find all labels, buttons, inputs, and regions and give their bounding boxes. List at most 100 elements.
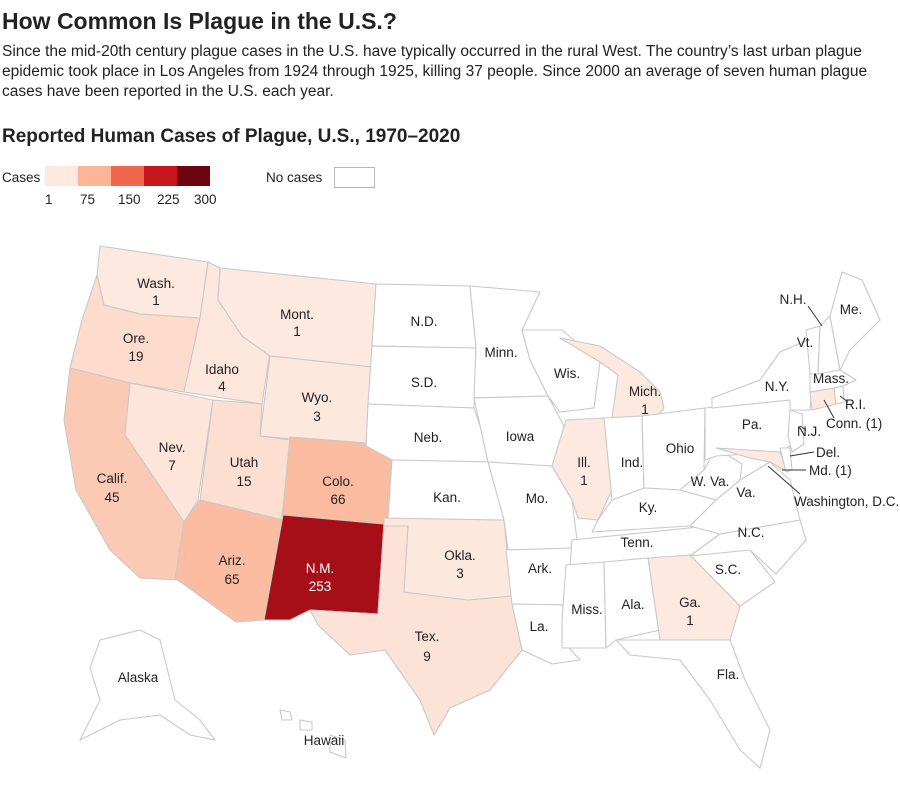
label-ia-name: Iowa bbox=[506, 429, 535, 444]
state-wv bbox=[679, 447, 743, 501]
label-md-name: Md. (1) bbox=[809, 463, 852, 478]
leader-de bbox=[789, 451, 815, 457]
state-ga bbox=[647, 554, 741, 641]
label-nd-name: N.D. bbox=[411, 314, 438, 329]
legend-swatch-1 bbox=[45, 166, 78, 186]
label-sd-name: S.D. bbox=[411, 375, 437, 390]
map-subtitle: Reported Human Cases of Plague, U.S., 19… bbox=[2, 126, 461, 147]
label-de-name: Del. bbox=[816, 445, 840, 460]
legend-cases-label: Cases bbox=[2, 170, 41, 185]
label-mo-name: Mo. bbox=[526, 491, 549, 506]
label-or-cases: 19 bbox=[128, 349, 143, 364]
label-ok-cases: 3 bbox=[456, 566, 464, 581]
label-tn-name: Tenn. bbox=[620, 535, 653, 550]
label-az-cases: 65 bbox=[224, 572, 239, 587]
label-ri-name: R.I. bbox=[845, 397, 866, 412]
legend-swatch-2 bbox=[78, 166, 111, 186]
legend-tick-225: 225 bbox=[157, 192, 180, 207]
label-nv-name: Nev. bbox=[159, 440, 186, 455]
label-ca-name: Calif. bbox=[97, 471, 128, 486]
label-ms-name: Miss. bbox=[571, 602, 603, 617]
legend-swatch-5 bbox=[177, 166, 210, 186]
label-co-name: Colo. bbox=[322, 474, 354, 489]
legend-no-cases-swatch bbox=[334, 167, 375, 188]
label-ky-name: Ky. bbox=[639, 500, 658, 515]
legend-tick-300: 300 bbox=[194, 192, 217, 207]
state-al bbox=[603, 557, 661, 649]
label-ma-name: Mass. bbox=[813, 371, 849, 386]
leader-lines bbox=[767, 305, 849, 495]
label-nm-cases: 253 bbox=[309, 579, 332, 594]
label-mn-name: Minn. bbox=[484, 345, 517, 360]
label-oh-name: Ohio bbox=[666, 441, 695, 456]
label-ut-name: Utah bbox=[230, 455, 259, 470]
label-ne-name: Neb. bbox=[414, 430, 443, 445]
legend-swatch-4 bbox=[144, 166, 177, 186]
label-me-name: Me. bbox=[840, 302, 863, 317]
leader-nj bbox=[799, 425, 807, 431]
label-hi-name: Hawaii bbox=[304, 733, 345, 748]
state-me bbox=[829, 271, 881, 371]
leader-ct bbox=[823, 399, 835, 419]
label-co-cases: 66 bbox=[330, 492, 345, 507]
leader-ri bbox=[839, 395, 849, 403]
label-mt-cases: 1 bbox=[293, 324, 301, 339]
label-nh-name: N.H. bbox=[780, 292, 807, 307]
label-fl-name: Fla. bbox=[717, 667, 740, 682]
label-tx-name: Tex. bbox=[415, 629, 440, 644]
label-sc-name: S.C. bbox=[715, 562, 741, 577]
label-nj-name: N.J. bbox=[797, 424, 821, 439]
label-ut-cases: 15 bbox=[236, 474, 251, 489]
label-ok-name: Okla. bbox=[444, 548, 476, 563]
label-wi-name: Wis. bbox=[554, 366, 580, 381]
label-tx-cases: 9 bbox=[423, 649, 431, 664]
label-id-cases: 4 bbox=[218, 379, 226, 394]
label-wv-name: W. Va. bbox=[691, 474, 730, 489]
label-ga-name: Ga. bbox=[679, 595, 701, 610]
label-nv-cases: 7 bbox=[168, 458, 176, 473]
label-la-name: La. bbox=[530, 619, 549, 634]
leader-nh bbox=[807, 305, 823, 327]
state-labels: Wash. 1 Ore. 19 Calif. 45 Idaho 4 Nev. 7… bbox=[97, 276, 900, 748]
label-pa-name: Pa. bbox=[742, 417, 762, 432]
legend-tick-150: 150 bbox=[118, 192, 141, 207]
legend-tick-1: 1 bbox=[45, 192, 53, 207]
label-wy-cases: 3 bbox=[313, 409, 321, 424]
label-ks-name: Kan. bbox=[433, 490, 461, 505]
label-vt-name: Vt. bbox=[797, 335, 814, 350]
label-il-name: Ill. bbox=[577, 455, 591, 470]
label-nm-name: N.M. bbox=[306, 561, 335, 576]
state-ak bbox=[79, 629, 216, 741]
label-mi-name: Mich. bbox=[629, 384, 661, 399]
legend-tick-75: 75 bbox=[80, 192, 96, 207]
label-nc-name: N.C. bbox=[738, 525, 765, 540]
legend-swatch-3 bbox=[111, 166, 144, 186]
label-ga-cases: 1 bbox=[686, 613, 694, 628]
label-ct-name: Conn. (1) bbox=[826, 416, 882, 431]
state-nj bbox=[787, 409, 805, 453]
label-wa-name: Wash. bbox=[137, 276, 175, 291]
label-wy-name: Wyo. bbox=[302, 390, 333, 405]
label-in-name: Ind. bbox=[621, 455, 644, 470]
label-va-name: Va. bbox=[736, 485, 755, 500]
label-il-cases: 1 bbox=[580, 473, 588, 488]
label-id-name: Idaho bbox=[205, 362, 239, 377]
label-ny-name: N.Y. bbox=[765, 379, 790, 394]
state-ms bbox=[561, 561, 607, 649]
intro-paragraph: Since the mid-20th century plague cases … bbox=[2, 43, 868, 100]
label-ar-name: Ark. bbox=[528, 561, 552, 576]
label-mi-cases: 1 bbox=[641, 402, 649, 417]
state-ny bbox=[711, 339, 813, 411]
state-shapes bbox=[63, 245, 881, 769]
state-ar bbox=[505, 547, 573, 606]
state-ri bbox=[833, 385, 845, 405]
label-ca-cases: 45 bbox=[104, 490, 119, 505]
label-al-name: Ala. bbox=[621, 597, 644, 612]
label-or-name: Ore. bbox=[123, 331, 149, 346]
leader-dc bbox=[767, 465, 801, 495]
page-title: How Common Is Plague in the U.S.? bbox=[2, 8, 397, 34]
label-wa-cases: 1 bbox=[152, 293, 160, 308]
state-hi bbox=[279, 709, 347, 759]
label-mt-name: Mont. bbox=[280, 307, 314, 322]
legend-no-cases-label: No cases bbox=[266, 170, 323, 185]
